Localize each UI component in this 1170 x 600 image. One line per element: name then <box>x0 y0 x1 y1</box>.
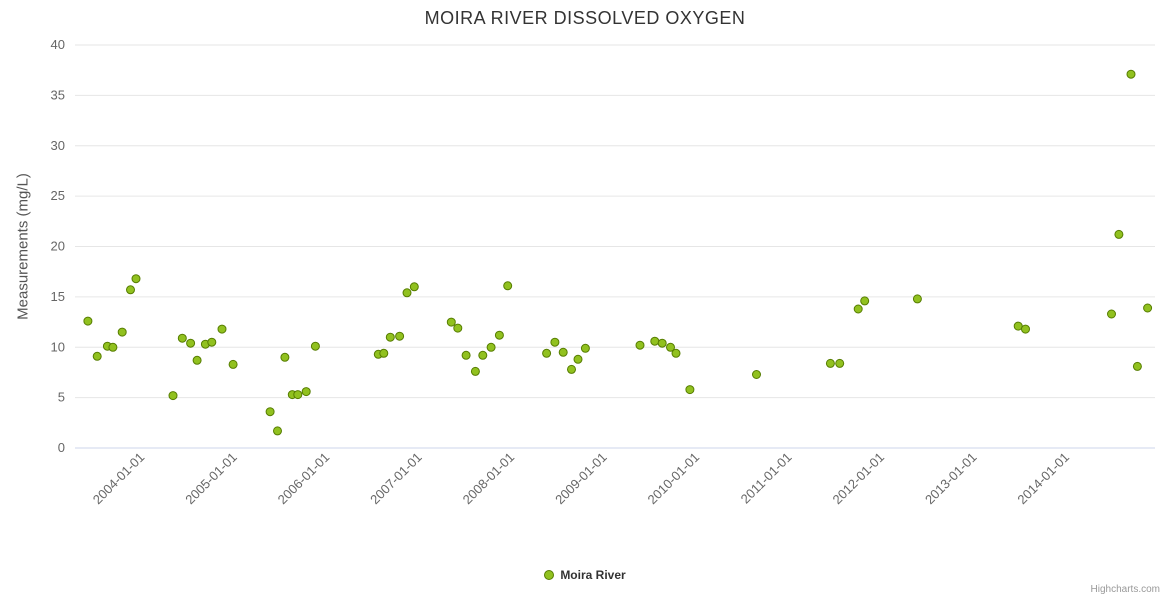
y-axis-tick-label: 10 <box>51 339 65 354</box>
data-point[interactable] <box>494 330 504 340</box>
data-point[interactable] <box>666 342 675 352</box>
data-point[interactable] <box>126 285 135 295</box>
x-axis-tick-label: 2013-01-01 <box>922 450 980 508</box>
y-axis-tick-label: 5 <box>58 390 65 405</box>
data-point[interactable] <box>385 332 395 342</box>
x-axis-tick-label: 2010-01-01 <box>645 450 703 508</box>
data-point[interactable] <box>395 331 405 341</box>
data-point[interactable] <box>558 347 568 357</box>
data-point[interactable] <box>186 338 196 348</box>
x-axis-tick-label: 2011-01-01 <box>738 450 795 507</box>
y-axis-tick-label: 15 <box>51 289 65 304</box>
data-point[interactable] <box>853 304 863 314</box>
data-point[interactable] <box>912 294 922 304</box>
x-axis-tick-label: 2007-01-01 <box>367 450 425 508</box>
data-point[interactable] <box>446 317 456 327</box>
y-axis-tick-label: 40 <box>51 37 65 52</box>
data-point[interactable] <box>470 366 480 376</box>
x-axis-tick-label: 2005-01-01 <box>182 450 240 508</box>
data-point[interactable] <box>1021 324 1030 334</box>
data-point[interactable] <box>825 358 835 368</box>
data-point[interactable] <box>650 336 660 346</box>
data-point[interactable] <box>580 343 590 353</box>
data-point[interactable] <box>1114 229 1124 239</box>
data-point[interactable] <box>453 323 463 333</box>
data-point[interactable] <box>1107 309 1116 319</box>
data-point[interactable] <box>273 426 282 436</box>
y-axis-tick-label: 25 <box>51 188 65 203</box>
x-axis-tick-label: 2012-01-01 <box>829 450 887 508</box>
data-point[interactable] <box>1143 303 1153 313</box>
data-point[interactable] <box>207 337 217 347</box>
data-point[interactable] <box>92 351 102 361</box>
data-point[interactable] <box>409 282 419 292</box>
data-point[interactable] <box>542 348 552 358</box>
y-axis-tick-label: 30 <box>51 138 65 153</box>
data-point[interactable] <box>1132 361 1142 371</box>
data-point[interactable] <box>685 385 695 395</box>
data-point[interactable] <box>503 281 513 291</box>
data-point[interactable] <box>461 350 471 360</box>
y-axis-tick-label: 20 <box>51 239 65 254</box>
legend-label: Moira River <box>560 568 626 582</box>
data-point[interactable] <box>131 274 141 284</box>
data-point[interactable] <box>310 341 320 351</box>
data-point[interactable] <box>550 337 560 347</box>
legend-item-moira-river[interactable]: Moira River <box>544 568 626 582</box>
y-axis-tick-label: 35 <box>51 87 65 102</box>
data-point[interactable] <box>117 327 127 337</box>
data-point[interactable] <box>835 358 845 368</box>
data-point[interactable] <box>567 364 576 374</box>
data-point[interactable] <box>402 288 412 298</box>
data-point[interactable] <box>293 390 303 400</box>
data-point[interactable] <box>657 338 667 348</box>
y-axis-tick-label: 0 <box>58 440 65 455</box>
data-point[interactable] <box>177 333 187 343</box>
data-point[interactable] <box>752 370 761 379</box>
data-point[interactable] <box>1013 321 1023 331</box>
x-axis-tick-label: 2009-01-01 <box>552 450 610 508</box>
data-point[interactable] <box>83 316 93 326</box>
x-axis-tick-label: 2004-01-01 <box>90 450 148 508</box>
data-point[interactable] <box>478 350 488 360</box>
data-point[interactable] <box>1126 69 1136 79</box>
data-point[interactable] <box>217 324 227 334</box>
data-point[interactable] <box>108 342 118 352</box>
data-point[interactable] <box>635 340 645 350</box>
data-point[interactable] <box>486 342 496 352</box>
data-point[interactable] <box>379 348 389 358</box>
data-point[interactable] <box>860 296 870 306</box>
x-axis-tick-label: 2008-01-01 <box>460 450 518 508</box>
x-axis-tick-label: 2014-01-01 <box>1014 450 1072 508</box>
data-point[interactable] <box>228 359 238 369</box>
data-point[interactable] <box>573 354 583 364</box>
legend-marker-icon <box>544 570 555 580</box>
data-point[interactable] <box>192 355 202 365</box>
legend: Moira River <box>0 568 1170 582</box>
data-point[interactable] <box>301 387 311 397</box>
chart-title: MOIRA RIVER DISSOLVED OXYGEN <box>424 8 746 28</box>
x-axis-tick-label: 2006-01-01 <box>275 450 333 508</box>
highcharts-credit-link[interactable]: Highcharts.com <box>1090 584 1160 595</box>
data-point[interactable] <box>265 407 275 417</box>
data-point[interactable] <box>671 348 681 358</box>
data-point[interactable] <box>168 391 178 401</box>
data-point[interactable] <box>280 352 290 362</box>
